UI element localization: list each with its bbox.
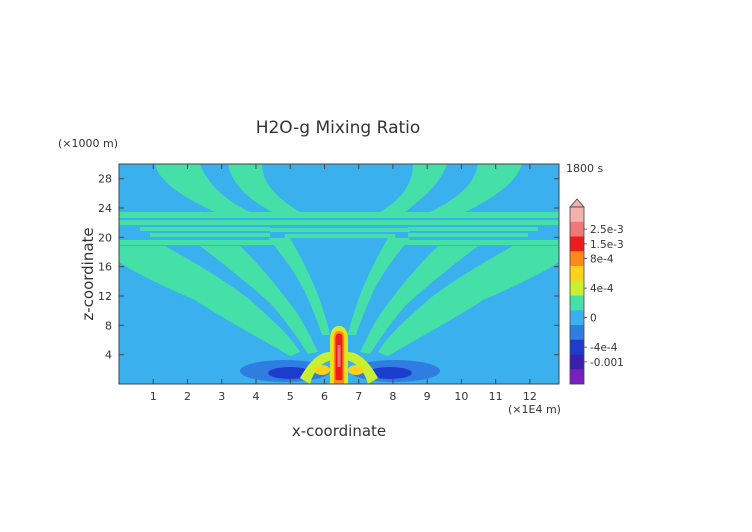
colorbar-tick-label: 0 (590, 313, 597, 325)
y-axis-title: z-coordinate (79, 227, 97, 320)
y-tick-label: 8 (105, 319, 112, 332)
colorbar-segment (570, 251, 584, 267)
low-level-lobes (300, 352, 378, 384)
y-unit-label: (×1000 m) (58, 137, 118, 150)
colorbar-frame (569, 206, 585, 385)
colorbar-overflow-arrow (569, 198, 585, 208)
plot-area (119, 164, 559, 384)
y-tick-label: 12 (98, 290, 112, 303)
y-tick-label: 4 (105, 349, 112, 362)
colorbar: 2.5e-3 1.5e-3 8e-4 4e-4 0 -4e-4 -0.001 (569, 198, 624, 385)
colorbar-segment (570, 354, 584, 370)
colorbar-segment (570, 310, 584, 326)
colorbar-segment (570, 236, 584, 252)
y-tick-label: 16 (98, 261, 112, 274)
colorbar-segment (570, 207, 584, 223)
x-axis: 1 2 3 4 5 6 7 8 9 10 11 12 (150, 164, 537, 403)
colorbar-segment (570, 325, 584, 341)
x-tick-label: 11 (489, 390, 503, 403)
plot-frame (118, 163, 560, 385)
colorbar-segment (570, 295, 584, 311)
x-tick-label: 12 (523, 390, 537, 403)
x-tick-label: 10 (454, 390, 468, 403)
colorbar-tick-label: 4e-4 (590, 283, 614, 295)
colorbar-tick-label: 8e-4 (590, 254, 614, 266)
y-tick-label: 28 (98, 173, 112, 186)
x-tick-label: 5 (287, 390, 294, 403)
colorbar-segment (570, 369, 584, 385)
low-level-minima (240, 360, 440, 382)
x-tick-label: 3 (218, 390, 225, 403)
colorbar-segment (570, 280, 584, 296)
x-tick-label: 1 (150, 390, 157, 403)
central-plume (330, 326, 348, 384)
x-tick-label: 6 (321, 390, 328, 403)
x-tick-label: 7 (355, 390, 362, 403)
y-axis: 4 8 12 16 20 24 28 (98, 173, 559, 362)
time-label: 1800 s (566, 162, 603, 175)
inner-arms (268, 238, 410, 335)
middle-arms (200, 246, 478, 354)
colorbar-segment (570, 266, 584, 282)
chart-title: H2O-g Mixing Ratio (256, 118, 421, 138)
x-unit-label: (×1E4 m) (508, 403, 561, 416)
colorbar-tick-label: -0.001 (590, 357, 624, 369)
colorbar-segment (570, 339, 584, 355)
colorbar-tick-label: 1.5e-3 (590, 239, 624, 251)
x-tick-label: 2 (184, 390, 191, 403)
colorbar-segment (570, 221, 584, 237)
top-plumes (155, 164, 522, 212)
x-tick-label: 8 (389, 390, 396, 403)
x-axis-title: x-coordinate (292, 422, 386, 440)
upper-moist-layers (119, 212, 559, 245)
outer-arms (119, 246, 559, 356)
y-tick-label: 20 (98, 231, 112, 244)
y-tick-label: 24 (98, 202, 112, 215)
colorbar-tick-label: -4e-4 (590, 342, 618, 354)
x-tick-label: 4 (252, 390, 259, 403)
colorbar-tick-label: 2.5e-3 (590, 224, 624, 236)
x-tick-label: 9 (424, 390, 431, 403)
